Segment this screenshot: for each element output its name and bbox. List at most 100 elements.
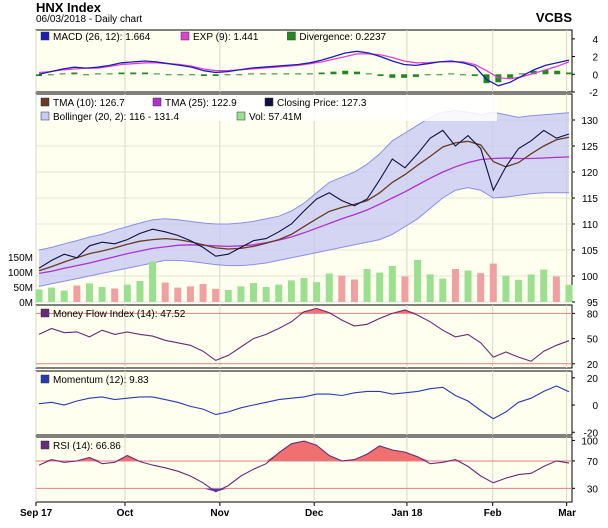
momentum-swatch	[40, 374, 50, 384]
volume-bar	[376, 272, 384, 302]
rsi-ytick-1: 70	[587, 457, 599, 468]
price-ytick-5: 105	[581, 246, 598, 257]
volume-tick-3: 0M	[19, 298, 33, 309]
macd-ytick-0: 4	[592, 35, 598, 46]
divergence-bar	[318, 72, 325, 75]
rsi-swatch	[40, 440, 50, 450]
price-legend-4: Vol: 57.41M	[249, 112, 302, 123]
divergence-bar	[71, 72, 78, 75]
x-tick-label-3: Dec	[305, 508, 324, 519]
volume-bar	[186, 286, 194, 302]
volume-tick-2: 50M	[14, 283, 33, 294]
divergence-bar	[130, 72, 137, 75]
divergence-bar	[94, 73, 101, 75]
mfi-ytick-1: 50	[587, 335, 599, 346]
macd-ytick-1: 2	[592, 53, 598, 64]
price-legend-3: Bollinger (20, 2): 116 - 131.4	[53, 112, 179, 123]
volume-bar	[401, 276, 409, 302]
rsi-ytick-2: 30	[587, 484, 599, 495]
volume-bar	[199, 284, 207, 302]
volume-bar	[136, 281, 144, 302]
divergence-bar	[530, 70, 537, 75]
momentum-line	[38, 385, 570, 420]
divergence-bar	[118, 72, 125, 75]
price-row1-swatch-1	[152, 97, 162, 107]
volume-bar	[527, 274, 535, 302]
divergence-bar	[354, 71, 360, 75]
mfi-legend: Money Flow Index (14): 47.52	[53, 309, 186, 320]
divergence-bar	[83, 74, 90, 76]
volume-bar	[149, 261, 157, 302]
divergence-bar	[165, 74, 172, 76]
price-ytick-1: 125	[581, 142, 598, 153]
divergence-bar	[248, 73, 254, 75]
volume-bar	[98, 287, 106, 302]
divergence-bar	[554, 70, 561, 75]
volume-bar	[350, 279, 358, 302]
macd-legend-1: EXP (9): 1.441	[193, 32, 259, 43]
volume-bar	[565, 284, 573, 302]
divergence-bar	[377, 74, 384, 77]
divergence-bar	[153, 73, 160, 75]
volume-bar	[464, 270, 472, 302]
x-tick-label-5: Feb	[484, 508, 502, 519]
divergence-bar	[283, 73, 290, 75]
price-row1-legend-0: TMA (10): 126.7	[53, 98, 125, 109]
price-ytick-7: 95	[587, 298, 599, 309]
divergence-bar	[401, 74, 408, 78]
macd-swatch-2	[287, 31, 296, 41]
divergence-bar	[412, 74, 419, 77]
momentum-legend: Momentum (12): 9.83	[53, 375, 149, 386]
divergence-bar	[507, 74, 514, 78]
price-ytick-2: 120	[581, 168, 598, 179]
divergence-bar	[518, 73, 525, 75]
divergence-bar	[448, 73, 455, 75]
volume-bar	[540, 269, 548, 302]
divergence-bar	[200, 74, 207, 77]
volume-tick-1: 100M	[8, 268, 33, 279]
mfi-ytick-0: 80	[587, 309, 599, 320]
volume-bar	[250, 283, 258, 302]
divergence-bar	[59, 73, 66, 75]
volume-bar	[224, 290, 232, 302]
divergence-bar	[342, 70, 349, 75]
price-ytick-4: 110	[582, 220, 598, 231]
volume-bar	[85, 283, 93, 302]
volume-bar	[489, 263, 497, 302]
volume-bar	[477, 273, 485, 302]
volume-tick-0: 150M	[8, 253, 33, 264]
mfi-line	[38, 307, 570, 362]
volume-bar	[300, 278, 308, 302]
divergence-bar	[36, 74, 42, 77]
mfi-ytick-2: 20	[587, 360, 599, 371]
macd-ytick-2: 0	[592, 70, 598, 81]
bollinger-lower-line	[38, 187, 569, 287]
volume-bar	[451, 269, 459, 302]
volume-bar	[388, 266, 396, 302]
rsi-overbought-fill	[39, 441, 569, 461]
momentum-ytick-0: 20	[587, 374, 599, 385]
volume-bar	[123, 284, 131, 302]
divergence-bar	[189, 74, 196, 76]
volume-bar	[287, 280, 295, 302]
divergence-bar	[436, 74, 443, 76]
volume-bar	[174, 287, 182, 302]
closing-price-line	[38, 129, 570, 269]
momentum-ytick-2: -20	[584, 428, 599, 439]
volume-bar	[515, 279, 523, 302]
volume-bar	[502, 275, 510, 302]
volume-bar	[313, 282, 321, 302]
price-ytick-0: 130	[581, 116, 598, 127]
x-tick-label-0: Sep 17	[20, 508, 53, 519]
x-tick-label-6: Mar	[558, 508, 576, 519]
divergence-bar	[106, 73, 113, 75]
divergence-bar	[177, 74, 184, 76]
macd-swatch-0	[40, 31, 50, 41]
macd-legend-2: Divergence: 0.2237	[299, 32, 386, 43]
price-row1-swatch-0	[40, 97, 50, 107]
x-tick-label-1: Oct	[117, 508, 134, 519]
divergence-bar	[542, 69, 549, 75]
volume-bar	[363, 269, 371, 302]
volume-bar	[414, 260, 422, 302]
